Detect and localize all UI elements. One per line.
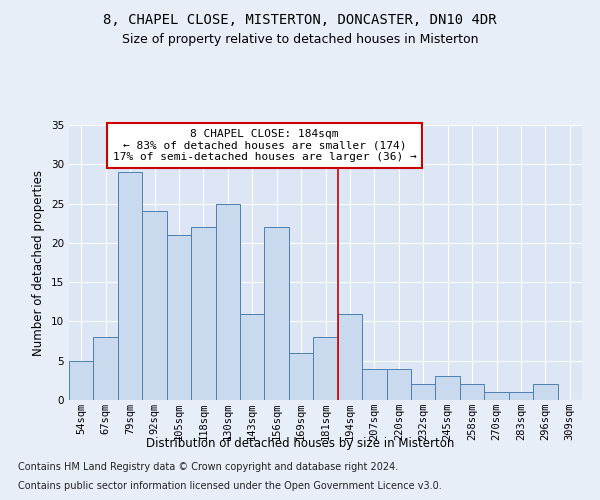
Bar xyxy=(118,172,142,400)
Text: Contains public sector information licensed under the Open Government Licence v3: Contains public sector information licen… xyxy=(18,481,442,491)
Bar xyxy=(289,353,313,400)
Text: Contains HM Land Registry data © Crown copyright and database right 2024.: Contains HM Land Registry data © Crown c… xyxy=(18,462,398,472)
Bar xyxy=(386,368,411,400)
Bar xyxy=(509,392,533,400)
Bar xyxy=(313,337,338,400)
Y-axis label: Number of detached properties: Number of detached properties xyxy=(32,170,46,356)
Bar xyxy=(436,376,460,400)
Bar xyxy=(484,392,509,400)
Bar xyxy=(460,384,484,400)
Bar xyxy=(240,314,265,400)
Text: 8 CHAPEL CLOSE: 184sqm
← 83% of detached houses are smaller (174)
17% of semi-de: 8 CHAPEL CLOSE: 184sqm ← 83% of detached… xyxy=(113,129,416,162)
Bar xyxy=(411,384,436,400)
Bar xyxy=(142,212,167,400)
Bar xyxy=(69,360,94,400)
Bar xyxy=(362,368,386,400)
Text: Distribution of detached houses by size in Misterton: Distribution of detached houses by size … xyxy=(146,438,454,450)
Bar xyxy=(215,204,240,400)
Bar xyxy=(167,235,191,400)
Text: 8, CHAPEL CLOSE, MISTERTON, DONCASTER, DN10 4DR: 8, CHAPEL CLOSE, MISTERTON, DONCASTER, D… xyxy=(103,12,497,26)
Bar xyxy=(191,227,215,400)
Bar xyxy=(94,337,118,400)
Bar xyxy=(265,227,289,400)
Bar xyxy=(338,314,362,400)
Text: Size of property relative to detached houses in Misterton: Size of property relative to detached ho… xyxy=(122,32,478,46)
Bar xyxy=(533,384,557,400)
